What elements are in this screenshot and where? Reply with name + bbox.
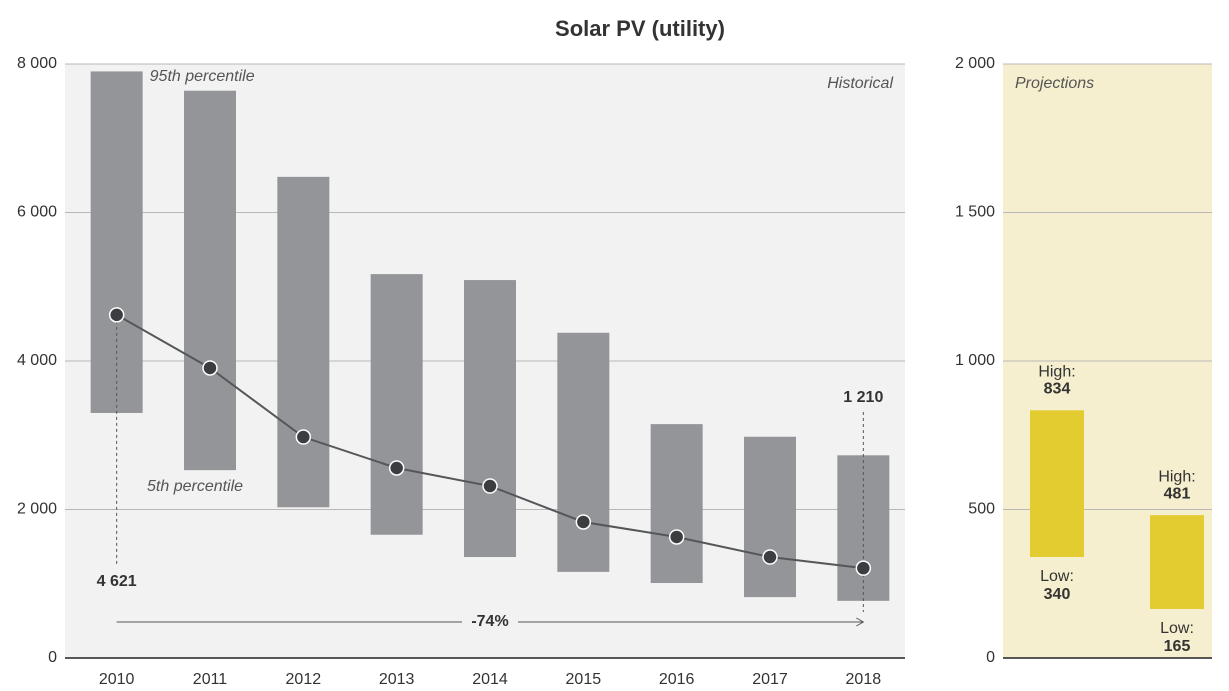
range-bar: [184, 90, 236, 471]
y-tick-label: 2 000: [17, 501, 57, 518]
data-label: 4 621: [97, 573, 137, 590]
range-bar: [90, 71, 143, 413]
x-tick-label: 2011: [193, 671, 228, 688]
point: [295, 429, 312, 445]
chart-title: Solar PV (utility): [555, 16, 725, 41]
point: [482, 478, 498, 494]
x-tick-label: 2016: [659, 671, 695, 688]
data-label: 165: [1164, 638, 1191, 655]
y-tick-label: 0: [48, 649, 57, 666]
point: [575, 514, 592, 530]
range-bar: [277, 176, 330, 508]
x-tick-label: 2015: [566, 671, 602, 688]
label: Low:: [1160, 620, 1194, 637]
range-bar: [464, 280, 516, 558]
label: High:: [1038, 364, 1075, 381]
y-tick-label: 1 000: [955, 352, 995, 369]
point: [388, 460, 405, 476]
range-bar: [557, 332, 610, 572]
data-label: 1 210: [843, 389, 883, 406]
annotation: Historical: [827, 75, 893, 92]
annotation: Projections: [1015, 75, 1094, 92]
x-tick-label: 2018: [846, 671, 882, 688]
y-tick-label: 4 000: [17, 352, 57, 369]
point: [855, 560, 872, 576]
annotation: 5th percentile: [147, 478, 243, 495]
label: High:: [1158, 468, 1195, 485]
y-tick-label: 6 000: [17, 204, 57, 221]
y-tick-label: 2 000: [955, 55, 995, 72]
point: [108, 307, 125, 323]
range-bar: [1150, 515, 1204, 609]
point: [668, 529, 685, 545]
y-tick-label: 500: [968, 501, 995, 518]
point: [202, 360, 218, 376]
range-bar: [744, 436, 796, 598]
x-tick-label: 2013: [379, 671, 415, 688]
arrow-head: [856, 617, 865, 627]
annotation: -74%: [471, 613, 508, 630]
y-tick-label: 0: [986, 649, 995, 666]
x-tick-label: 2014: [472, 671, 508, 688]
label: Low:: [1040, 568, 1074, 585]
range-bar: [650, 424, 703, 584]
data-label: 834: [1044, 381, 1071, 398]
range-bar: [1030, 410, 1084, 558]
point: [762, 549, 778, 565]
annotation: 95th percentile: [150, 68, 255, 85]
x-tick-label: 2012: [286, 671, 322, 688]
x-tick-label: 2017: [752, 671, 788, 688]
data-label: 340: [1044, 586, 1071, 603]
x-tick-label: 2010: [99, 671, 135, 688]
range-bar: [370, 274, 423, 535]
data-label: 481: [1164, 485, 1191, 502]
y-tick-label: 1 500: [955, 204, 995, 221]
y-tick-label: 8 000: [17, 55, 57, 72]
